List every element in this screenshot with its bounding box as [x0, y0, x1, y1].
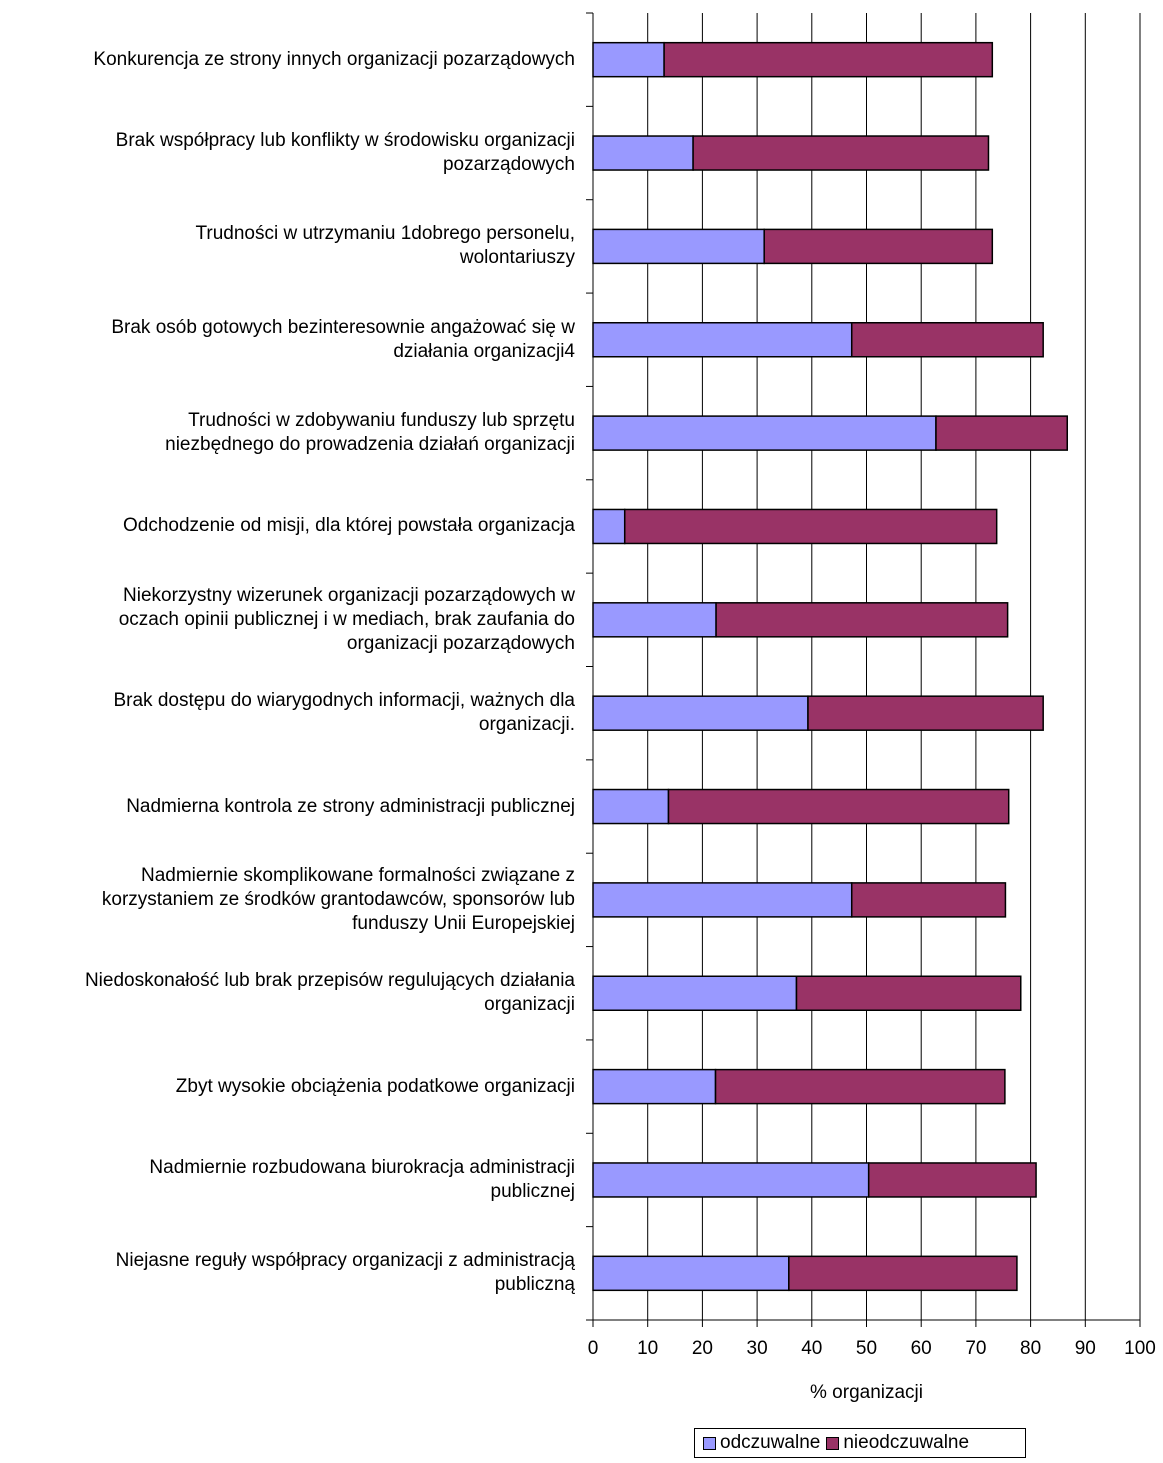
- category-label-1: Konkurencja ze strony innych organizacji…: [0, 48, 575, 72]
- legend-swatch-odczuwalne: [703, 1436, 716, 1450]
- bar-nieodczuwalne-3: [763, 228, 994, 265]
- legend-label-nieodczuwalne: nieodczuwalne: [843, 1432, 970, 1453]
- category-label-line: działania organizacji4: [393, 340, 575, 362]
- bar-odczuwalne-3: [592, 228, 765, 265]
- category-label-line: oczach opinii publicznej i w mediach, br…: [118, 608, 575, 630]
- x-tick-label-30: 30: [746, 1338, 768, 1359]
- category-label-line: organizacji pozarządowych: [346, 632, 575, 654]
- x-tick-label-10: 10: [637, 1338, 659, 1359]
- category-label-9: Nadmierna kontrola ze strony administrac…: [0, 795, 575, 819]
- axes: [586, 12, 1141, 1327]
- category-label-6: Odchodzenie od misji, dla której powstał…: [0, 514, 575, 538]
- category-label-line: organizacji.: [478, 714, 575, 736]
- category-label-line: Trudności w utrzymaniu 1dobrego personel…: [195, 223, 576, 245]
- category-label-line: Niejasne reguły współpracy organizacji z…: [115, 1250, 575, 1272]
- bar-nieodczuwalne-12: [714, 1068, 1006, 1105]
- category-label-line: korzystaniem ze środków grantodawców, sp…: [101, 888, 575, 910]
- category-label-line: wolontariuszy: [459, 247, 575, 269]
- bar-nieodczuwalne-2: [692, 135, 990, 171]
- x-tick-label-70: 70: [965, 1338, 987, 1359]
- x-tick-label-90: 90: [1074, 1338, 1096, 1359]
- legend: odczuwalne nieodczuwalne: [694, 1428, 1026, 1458]
- bar-odczuwalne-10: [592, 882, 853, 918]
- category-label-line: Brak współpracy lub konflikty w środowis…: [115, 130, 575, 152]
- category-label-line: Zbyt wysokie obciążenia podatkowe organi…: [175, 1075, 575, 1097]
- category-label-line: Niekorzystny wizerunek organizacji pozar…: [123, 584, 575, 606]
- bar-odczuwalne-7: [592, 602, 717, 638]
- bar-odczuwalne-11: [592, 975, 798, 1011]
- category-label-line: Konkurencja ze strony innych organizacji…: [93, 48, 575, 70]
- bar-nieodczuwalne-9: [667, 788, 1010, 825]
- bar-odczuwalne-9: [592, 788, 670, 825]
- bar-nieodczuwalne-6: [623, 508, 998, 545]
- legend-swatch-nieodczuwalne: [826, 1436, 840, 1450]
- category-label-line: funduszy Unii Europejskiej: [352, 912, 575, 934]
- x-tick-label-0: 0: [587, 1338, 599, 1359]
- category-label-11: Niedoskonałość lub brak przepisów regulu…: [0, 969, 575, 1017]
- bar-odczuwalne-4: [592, 322, 853, 358]
- bar-odczuwalne-14: [592, 1255, 790, 1292]
- bar-nieodczuwalne-11: [795, 975, 1022, 1011]
- category-label-14: Niejasne reguły współpracy organizacji z…: [0, 1249, 575, 1297]
- bar-nieodczuwalne-1: [663, 41, 994, 78]
- category-label-3: Trudności w utrzymaniu 1dobrego personel…: [0, 222, 576, 270]
- category-label-2: Brak współpracy lub konflikty w środowis…: [0, 129, 575, 177]
- x-tick-label-20: 20: [691, 1338, 713, 1359]
- x-tick-label-100: 100: [1124, 1338, 1156, 1359]
- x-axis-label: % organizacji: [810, 1382, 923, 1403]
- category-label-line: publicznej: [490, 1180, 576, 1202]
- bar-nieodczuwalne-14: [788, 1255, 1018, 1292]
- category-label-line: Niedoskonałość lub brak przepisów regulu…: [84, 970, 575, 992]
- category-label-13: Nadmiernie rozbudowana biurokracja admin…: [0, 1156, 575, 1204]
- category-label-line: Nadmiernie rozbudowana biurokracja admin…: [149, 1156, 575, 1178]
- legend-item-nieodczuwalne: nieodczuwalne: [826, 1432, 969, 1454]
- bar-odczuwalne-12: [592, 1068, 717, 1105]
- bar-odczuwalne-5: [592, 415, 937, 451]
- x-tick-label-80: 80: [1020, 1338, 1042, 1359]
- category-label-line: Nadmiernie skomplikowane formalności zwi…: [140, 864, 575, 886]
- bar-odczuwalne-1: [592, 41, 665, 78]
- category-label-10: Nadmiernie skomplikowane formalności zwi…: [0, 864, 575, 936]
- bar-nieodczuwalne-5: [935, 415, 1068, 451]
- x-tick-label-60: 60: [910, 1338, 932, 1359]
- category-label-line: organizacji: [484, 994, 575, 1016]
- category-label-12: Zbyt wysokie obciążenia podatkowe organi…: [0, 1075, 575, 1099]
- bar-nieodczuwalne-10: [850, 882, 1007, 918]
- category-label-line: publiczną: [494, 1274, 575, 1296]
- category-label-line: niezbędnego do prowadzenia działań organ…: [165, 434, 575, 456]
- category-label-line: pozarządowych: [442, 154, 575, 176]
- bar-nieodczuwalne-7: [715, 602, 1009, 638]
- x-tick-label-40: 40: [801, 1338, 823, 1359]
- category-label-5: Trudności w zdobywaniu funduszy lub sprz…: [0, 409, 575, 457]
- category-label-4: Brak osób gotowych bezinteresownie angaż…: [0, 316, 575, 364]
- category-label-line: Odchodzenie od misji, dla której powstał…: [122, 515, 575, 537]
- category-label-line: Brak dostępu do wiarygodnych informacji,…: [113, 690, 575, 712]
- bar-odczuwalne-2: [592, 135, 694, 171]
- legend-label-odczuwalne: odczuwalne: [720, 1432, 821, 1453]
- gridlines: [647, 13, 1141, 1320]
- category-label-8: Brak dostępu do wiarygodnych informacji,…: [0, 689, 575, 737]
- x-tick-label-50: 50: [855, 1338, 878, 1359]
- category-label-line: Brak osób gotowych bezinteresownie angaż…: [111, 316, 575, 338]
- bar-odczuwalne-6: [592, 508, 626, 545]
- bars: [592, 41, 1068, 1292]
- bar-nieodczuwalne-4: [850, 322, 1044, 358]
- bar-odczuwalne-13: [592, 1162, 870, 1198]
- legend-item-odczuwalne: odczuwalne: [703, 1432, 820, 1454]
- bar-odczuwalne-8: [592, 695, 809, 731]
- category-label-line: Nadmierna kontrola ze strony administrac…: [126, 795, 575, 817]
- bar-nieodczuwalne-8: [807, 695, 1044, 731]
- bar-nieodczuwalne-13: [867, 1162, 1037, 1198]
- category-label-7: Niekorzystny wizerunek organizacji pozar…: [0, 584, 575, 656]
- category-label-line: Trudności w zdobywaniu funduszy lub sprz…: [188, 410, 575, 432]
